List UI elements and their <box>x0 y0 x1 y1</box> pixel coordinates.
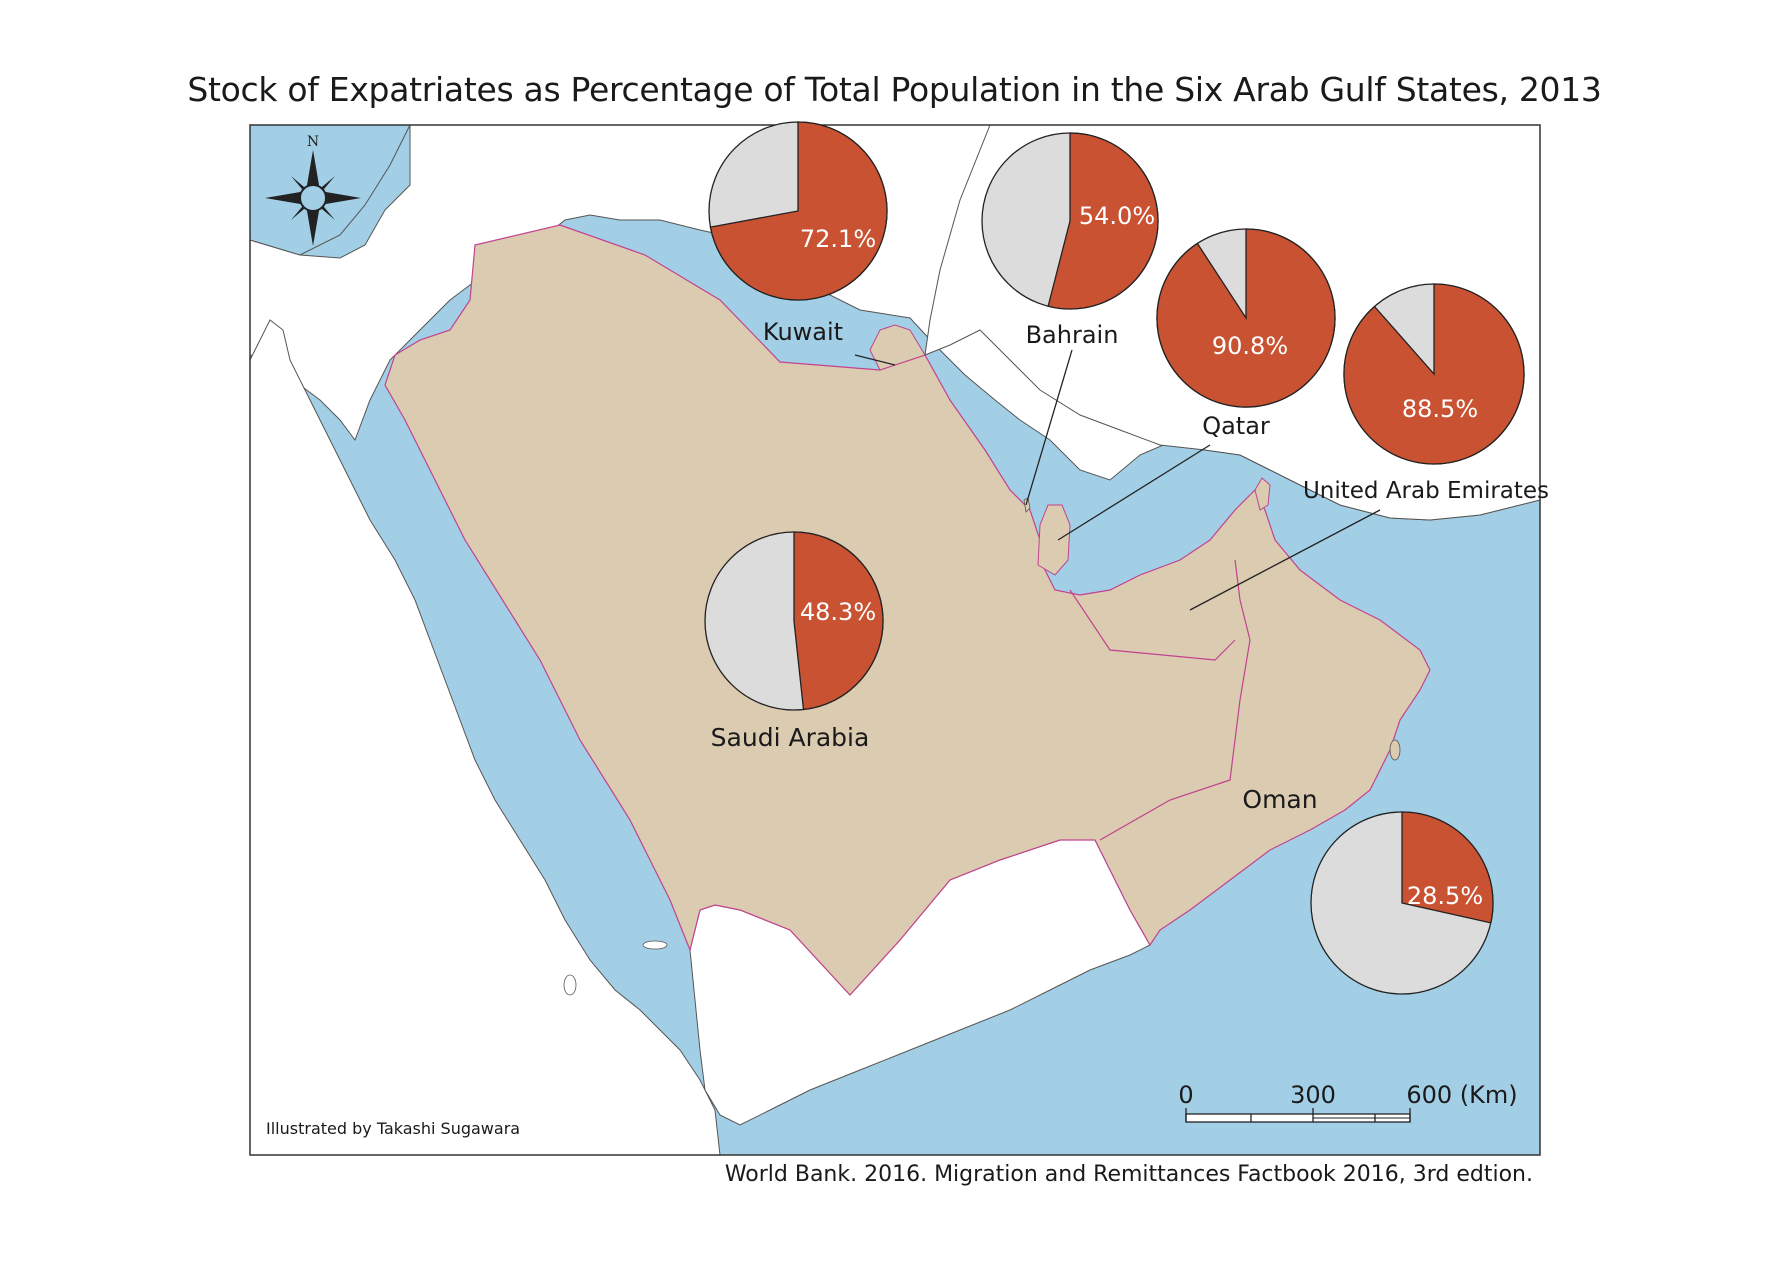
compass-north-label: N <box>307 134 319 150</box>
border-uae-saudi <box>1069 589 1236 661</box>
pie-charts: 72.1% 54.0% 90.8% 88.5% 48.3% 28.5% <box>704 121 1525 995</box>
pie-expat-oman <box>1401 811 1494 924</box>
pie-expat-bahrain <box>1047 132 1159 310</box>
sea-mediterranean <box>250 125 411 256</box>
illustrator-credit: Illustrated by Takashi Sugawara <box>266 1119 520 1138</box>
pie-expat-qatar <box>1156 228 1336 408</box>
pie-label-qatar: 90.8% <box>1212 332 1288 360</box>
pie-label-kuwait: 72.1% <box>800 225 876 253</box>
label-qatar: Qatar <box>1202 412 1270 440</box>
label-kuwait: Kuwait <box>763 318 843 346</box>
land-qatar <box>1037 504 1071 576</box>
pie-label-oman: 28.5% <box>1407 882 1483 910</box>
scale-tick-0: 0 <box>1178 1081 1193 1109</box>
pie-expat-united-arab-emirates <box>1343 283 1525 465</box>
label-saudi-arabia: Saudi Arabia <box>711 723 870 752</box>
label-oman: Oman <box>1242 785 1317 814</box>
pie-label-united-arab-emirates: 88.5% <box>1402 395 1478 423</box>
land-africa <box>250 319 721 1155</box>
scale-tick-600: 600 (Km) <box>1406 1081 1517 1109</box>
pie-label-saudi-arabia: 48.3% <box>800 598 876 626</box>
pie-expat-saudi-arabia <box>793 531 884 711</box>
source-citation: World Bank. 2016. Migration and Remittan… <box>724 1162 1533 1187</box>
map-frame <box>249 124 1541 1156</box>
leader-lines <box>854 349 1381 611</box>
pie-expat-kuwait <box>709 121 888 301</box>
scale-bar: 0 300 600 (Km) <box>1178 1081 1518 1123</box>
border-oman-saudi <box>1099 559 1251 841</box>
land-bahrain <box>1023 497 1031 513</box>
pie-label-bahrain: 54.0% <box>1079 202 1155 230</box>
compass-rose-icon: N <box>265 134 361 246</box>
land-musandam <box>1254 477 1271 511</box>
scale-tick-300: 300 <box>1290 1081 1336 1109</box>
label-uae: United Arab Emirates <box>1303 478 1549 504</box>
label-bahrain: Bahrain <box>1026 321 1119 349</box>
map-title: Stock of Expatriates as Percentage of To… <box>187 70 1602 109</box>
